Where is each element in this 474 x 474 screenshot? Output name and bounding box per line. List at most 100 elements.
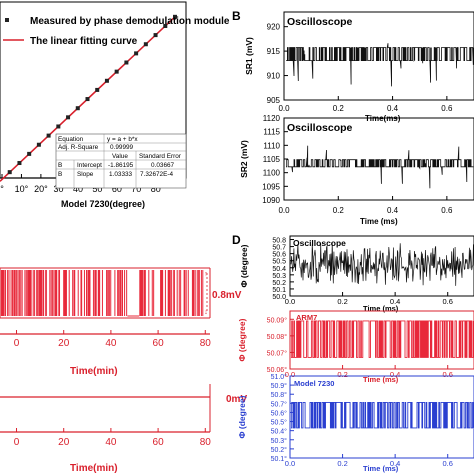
data-point — [66, 115, 71, 120]
fit-table-row2-error: 7.32672E-4 — [140, 171, 173, 178]
x-tick-label: 0.0 — [285, 370, 295, 379]
y-tick-label: 905 — [267, 96, 281, 105]
panel-b2-y-ticks: 1090 1095 1100 1105 1110 1115 1120 — [262, 114, 288, 205]
legend-measured-marker — [5, 18, 9, 22]
signal-trace — [286, 145, 474, 189]
y-tick-label: 51.0° — [271, 373, 288, 381]
x-tick-label: 0.6 — [441, 104, 453, 113]
panel-d3-x-ticks: 0.0 0.2 0.4 0.6 — [285, 454, 453, 468]
panel-b2-x-label: Time (ms) — [360, 217, 398, 226]
fit-table-row2-param: Slope — [77, 171, 94, 178]
fit-table-equation-label: Equation — [58, 136, 84, 143]
panel-d1-x-ticks: 0.0 0.2 0.4 0.6 — [285, 292, 453, 306]
panel-d2-frame — [289, 310, 474, 370]
panel-c2-x-label: Time(min) — [70, 463, 118, 474]
panel-c2-x-ticks: 0 20 40 60 80 — [14, 428, 212, 448]
panel-d2-y-ticks: 50.06° 50.07° 50.08° 50.09° — [267, 316, 294, 374]
y-tick-label: 50.3 — [272, 273, 286, 280]
x-tick-label: 0.0 — [285, 459, 295, 468]
panel-d3-y-label: Φ (degree) — [237, 395, 247, 438]
fit-table-adj-value: 0.99999 — [110, 144, 134, 151]
panel-d1-x-label: Time (ms) — [363, 304, 399, 313]
x-tick-label: 0.2 — [337, 459, 347, 468]
svg-text:↑: ↑ — [204, 271, 208, 278]
data-point — [173, 14, 177, 19]
data-point — [143, 42, 148, 47]
panel-b2-chart: Oscilloscope 1090 1095 1100 1105 1110 1115 112… — [239, 114, 474, 226]
x-tick-label: 0 — [14, 338, 20, 349]
panel-a-x-label: Model 7230(degree) — [61, 199, 145, 209]
x-tick-label: 0.2 — [333, 206, 345, 215]
fit-table-row1-value: -1.86195 — [108, 162, 134, 169]
panel-b2-y-label: SR2 (mV) — [239, 140, 249, 178]
y-tick-label: 50.4 — [272, 266, 286, 273]
y-tick-label: 50.5° — [271, 419, 288, 427]
signal-trace — [291, 401, 474, 429]
fit-table-adj-label: Adj. R-Square — [58, 144, 99, 151]
x-tick-label: 70° — [131, 184, 145, 194]
x-tick-label: 60 — [153, 338, 165, 349]
panel-b1-y-ticks: 905 910 915 920 — [267, 23, 288, 105]
data-point — [36, 142, 41, 147]
y-tick-label: 1120 — [263, 114, 281, 123]
x-tick-label: 20° — [34, 184, 48, 194]
y-tick-label: 1105 — [263, 155, 281, 164]
y-tick-label: 50.2 — [272, 280, 286, 287]
x-tick-label: 0.0 — [285, 297, 295, 306]
panel-a-linearity-chart: ° 10° 20° 30° 40° 50° 60° 70° 80° Model 7230(deg… — [0, 1, 230, 209]
panel-b1-chart: Oscilloscope 905 910 915 920 0.0 0.2 0.4 0.6 S… — [244, 11, 474, 123]
x-tick-label: 0.6 — [442, 370, 452, 379]
panel-b2-x-ticks: 0.0 0.2 0.4 0.6 — [278, 196, 453, 215]
x-tick-label: 0.4 — [390, 297, 400, 306]
legend-fit-label: The linear fitting curve — [30, 36, 138, 47]
y-tick-label: 50.2° — [271, 446, 288, 454]
y-tick-label: 50.9° — [271, 382, 288, 390]
fit-table-row2-name: B — [58, 171, 62, 178]
svg-text:↓: ↓ — [204, 309, 208, 316]
x-tick-label: 0.4 — [387, 104, 399, 113]
x-tick-label: 40 — [105, 338, 117, 349]
signal-trace — [291, 320, 474, 358]
panel-c1-trace — [0, 270, 204, 317]
data-point — [56, 124, 61, 129]
data-point — [163, 23, 168, 28]
x-tick-label: 30° — [54, 184, 68, 194]
fit-table-row1-name: B — [58, 162, 62, 169]
panel-a-legend: Measured by phase demodulation module Th… — [3, 16, 230, 47]
y-tick-label: 50.1 — [272, 287, 286, 294]
y-tick-label: 50.08° — [267, 333, 288, 341]
legend-measured-label: Measured by phase demodulation module — [30, 16, 230, 27]
x-tick-label: 80 — [200, 437, 212, 448]
y-tick-label: 1115 — [263, 128, 280, 137]
y-tick-label: 50.4° — [271, 428, 288, 436]
data-point — [153, 33, 158, 38]
y-tick-label: 910 — [267, 72, 281, 81]
x-tick-label: 10° — [15, 184, 29, 194]
x-tick-label: 20 — [58, 338, 70, 349]
fit-table-equation-value: y = a + b*x — [107, 136, 138, 143]
panel-c2-annotation: 0mV — [226, 394, 247, 405]
x-tick-label: 0.2 — [337, 370, 347, 379]
data-point — [17, 161, 22, 166]
panel-b-label: B — [232, 9, 241, 23]
x-tick-label: 40 — [105, 437, 117, 448]
panel-d2-x-label: Time (ms) — [363, 375, 399, 384]
x-tick-label: 0.4 — [390, 370, 400, 379]
panel-d1-chart: Oscilloscope 50.050.150.250.350.450.550.… — [239, 235, 474, 313]
panel-b1-x-ticks: 0.0 0.2 0.4 0.6 — [278, 96, 453, 113]
y-tick-label: 50.1° — [271, 455, 288, 463]
panel-b1-frame — [283, 11, 474, 101]
y-tick-label: 50.5 — [272, 259, 286, 266]
x-tick-label: 80 — [200, 338, 212, 349]
panel-d3-y-ticks: 50.1°50.2°50.3°50.4°50.5° 50.6°50.7°50.8°… — [271, 373, 294, 463]
data-point — [104, 78, 109, 83]
fit-table-row1-error: 0.03667 — [151, 162, 175, 169]
panel-b1-y-label: SR1 (mV) — [244, 37, 254, 75]
panel-c1-annotation: 0.8mV — [212, 290, 242, 301]
panel-c1-amplitude-marker: ↑ ↓ — [204, 271, 208, 316]
panel-c2-chart: 0mV 0 20 40 60 80 Time(min) — [0, 384, 247, 474]
data-point — [114, 69, 119, 74]
panel-b2-trace — [286, 145, 474, 189]
x-tick-label: 0.6 — [441, 206, 453, 215]
panel-d1-title: Oscilloscope — [293, 238, 346, 248]
